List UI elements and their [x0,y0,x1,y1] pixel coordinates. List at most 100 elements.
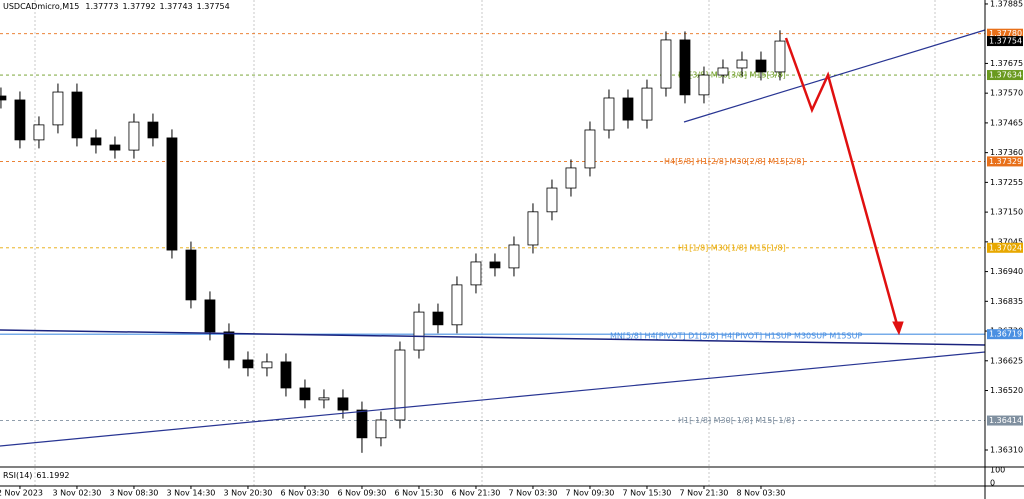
candle-body [489,261,501,269]
candle-body [166,137,178,251]
rsi-tick-label: 100 [990,466,1005,475]
candle-body [717,67,729,76]
projection-arrow [784,37,900,329]
trend-line [683,29,986,123]
y-tick-label: 1.37885 [990,0,1023,8]
y-tick-label: 1.37150 [990,208,1023,217]
candle-body [375,419,387,439]
candle-body [603,97,615,131]
rsi-value: 61.1992 [36,471,69,480]
candle-body [185,249,197,301]
candle-body [33,124,45,141]
level-label-bg [987,329,1023,340]
quote-close: 1.37754 [197,2,230,11]
candle-body [470,261,482,286]
candle-body [223,331,235,361]
y-tick-label: 1.36625 [990,356,1023,365]
y-tick-label: 1.37255 [990,178,1023,187]
candle-body [52,91,64,126]
candle-body [14,99,26,141]
candle-body [527,211,539,246]
trend-line [0,329,986,346]
x-tick-label: 7 Nov 09:30 [566,489,615,498]
y-tick-label: 1.37675 [990,59,1023,68]
candle-body [337,397,349,411]
rsi-header: RSI(14) 61.1992 [3,471,70,480]
level-label: 1.36719 [989,330,1022,339]
candles [0,30,786,453]
y-tick-label: 1.37570 [990,89,1023,98]
y-tick-label: 1.37360 [990,148,1023,157]
symbol: USDCADmicro,M15 [3,2,79,11]
candle-body [660,39,672,89]
candle-body [128,121,140,151]
quote-open: 1.37773 [85,2,118,11]
quote-low: 1.37743 [160,2,193,11]
candle-body [546,187,558,213]
candle-body [280,361,292,389]
x-tick-label: 7 Nov 03:30 [509,489,558,498]
x-tick-label: 8 Nov 03:30 [737,489,786,498]
x-tick-label: 6 Nov 15:30 [395,489,444,498]
candle-body [413,311,425,351]
candle-body [641,87,653,121]
candle-body [318,397,330,401]
y-tick-label: 1.36835 [990,297,1023,306]
candle-body [90,137,102,146]
candle-body [584,129,596,169]
level-text: MN[5/8] H4[PIVOT] D1[5/8] H4[PIVOT] H1SU… [610,332,862,341]
y-tick-label: 1.36940 [990,267,1023,276]
y-tick-label: 1.36520 [990,386,1023,395]
level-text: H4[5/8] H1[2/8] M30[2/8] M15[2/8] [664,157,804,166]
levels: H1[3/8] M30[3/8] M15[3/8] H4[5/8] H1[2/8]… [0,33,985,425]
candle-body [109,144,121,151]
candle-body [71,91,83,139]
candle-body [736,59,748,69]
level-text: H1[-1/8] M30[-1/8] M15[-1/8] [678,416,794,425]
y-tick-label: 1.37465 [990,118,1023,127]
x-tick-label: 7 Nov 21:30 [680,489,729,498]
level-label-bg [987,156,1023,167]
x-tick-label: 6 Nov 21:30 [452,489,501,498]
level-label: 1.37780 [989,29,1022,38]
x-tick-label: 6 Nov 03:30 [281,489,330,498]
level-label-bg [987,242,1023,253]
rsi-tick-label: 0 [990,479,995,488]
level-label: 1.37329 [989,157,1022,166]
x-tick-label: 2 Nov 2023 [0,489,43,498]
candle-body [0,95,7,101]
candle-body [147,121,159,139]
chart-header: USDCADmicro,M15 1.37773 1.37792 1.37743 1.37… [3,2,230,11]
trend-line [0,351,986,447]
level-label: 1.37634 [989,71,1022,80]
level-text: H1[3/8] M30[3/8] M15[3/8] [678,71,786,80]
x-tick-label: 7 Nov 15:30 [623,489,672,498]
y-tick-label: 1.37045 [990,237,1023,246]
candle-body [622,97,634,121]
x-tick-label: 3 Nov 14:30 [167,489,216,498]
price-label: 1.37754 [989,37,1022,46]
arrow-head [892,321,904,336]
x-tick-label: 3 Nov 08:30 [110,489,159,498]
candle-body [432,311,444,326]
candle-body [204,299,216,333]
candle-body [755,59,767,73]
y-tick-label: 1.36310 [990,445,1023,454]
candle-body [508,244,520,269]
x-tick-label: 3 Nov 20:30 [224,489,273,498]
level-label-bg [987,415,1023,426]
candle-body [242,359,254,369]
candle-body [451,284,463,326]
x-tick-label: 6 Nov 09:30 [338,489,387,498]
level-label-bg [987,28,1023,39]
candle-body [356,409,368,439]
rsi-name: RSI(14) [3,471,32,480]
level-label-bg [987,70,1023,81]
level-label: 1.37024 [989,243,1022,252]
candle-body [698,74,710,96]
candle-body [299,387,311,401]
candle-body [394,349,406,421]
candle-body [261,361,273,369]
price-label-bg [987,36,1023,47]
